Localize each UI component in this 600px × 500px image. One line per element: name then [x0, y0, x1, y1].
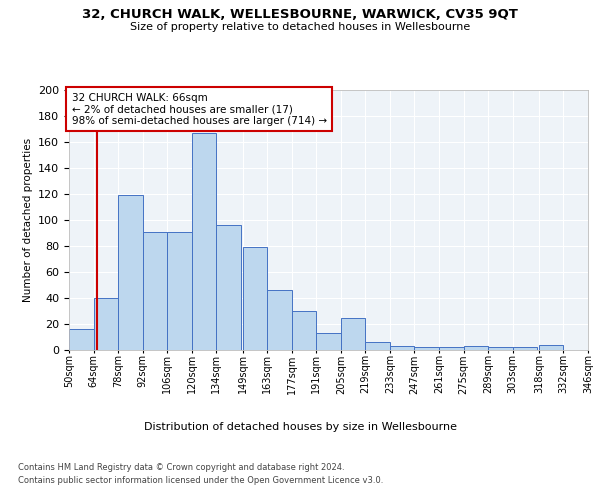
Bar [192, 133, 216, 350]
Bar [390, 346, 415, 350]
Bar [167, 232, 192, 350]
Bar [118, 196, 143, 350]
Bar [415, 348, 439, 350]
Bar [512, 348, 537, 350]
Bar [464, 346, 488, 350]
Bar [94, 298, 118, 350]
Bar [341, 318, 365, 350]
Bar [242, 248, 267, 350]
Bar [216, 225, 241, 350]
Bar [267, 290, 292, 350]
Text: 32, CHURCH WALK, WELLESBOURNE, WARWICK, CV35 9QT: 32, CHURCH WALK, WELLESBOURNE, WARWICK, … [82, 8, 518, 20]
Bar [365, 342, 390, 350]
Bar [539, 345, 563, 350]
Y-axis label: Number of detached properties: Number of detached properties [23, 138, 32, 302]
Text: Contains public sector information licensed under the Open Government Licence v3: Contains public sector information licen… [18, 476, 383, 485]
Bar [439, 348, 464, 350]
Text: Contains HM Land Registry data © Crown copyright and database right 2024.: Contains HM Land Registry data © Crown c… [18, 462, 344, 471]
Bar [69, 329, 94, 350]
Bar [316, 333, 341, 350]
Text: 32 CHURCH WALK: 66sqm
← 2% of detached houses are smaller (17)
98% of semi-detac: 32 CHURCH WALK: 66sqm ← 2% of detached h… [71, 92, 327, 126]
Text: Distribution of detached houses by size in Wellesbourne: Distribution of detached houses by size … [143, 422, 457, 432]
Text: Size of property relative to detached houses in Wellesbourne: Size of property relative to detached ho… [130, 22, 470, 32]
Bar [143, 232, 167, 350]
Bar [292, 311, 316, 350]
Bar [488, 348, 512, 350]
